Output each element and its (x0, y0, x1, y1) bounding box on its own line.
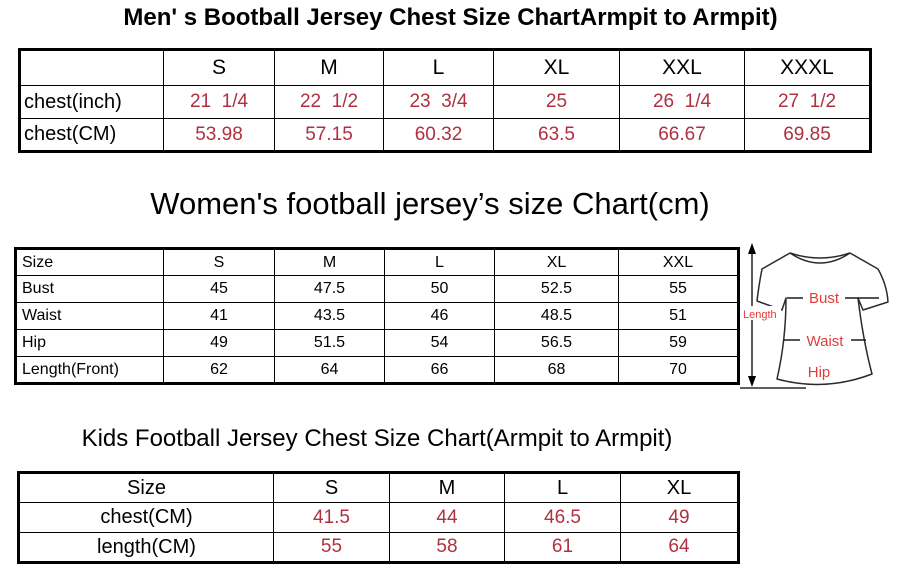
row-label: Hip (15, 329, 164, 357)
table-header-row: S M L XL XXL XXXL (19, 49, 871, 86)
cell-value: 64 (620, 532, 739, 563)
length-label-backplate (741, 306, 781, 320)
column-header: L (384, 248, 495, 276)
cell-value: 21 1/4 (163, 85, 275, 119)
tshirt-measurement-diagram: Length Bust Waist Hip (740, 240, 901, 400)
row-label: chest(CM) (18, 502, 274, 533)
womens-size-table: Size S M L XL XXL Bust 45 47.5 50 52.5 5… (14, 247, 740, 385)
column-header: XXXL (744, 49, 871, 86)
cell-value: 54 (384, 329, 495, 357)
cell-value: 22 1/2 (274, 85, 384, 119)
row-label: chest(inch) (19, 85, 164, 119)
cell-value: 64 (274, 356, 385, 384)
column-header: L (504, 472, 621, 503)
cell-value: 46.5 (504, 502, 621, 533)
cell-value: 69.85 (744, 118, 871, 152)
cell-value: 68 (494, 356, 619, 384)
cell-value: 51.5 (274, 329, 385, 357)
length-arrow-bottom-head (748, 376, 756, 387)
table-row: Hip 49 51.5 54 56.5 59 (15, 329, 739, 357)
table-row: Waist 41 43.5 46 48.5 51 (15, 302, 739, 330)
cell-value: 44 (389, 502, 505, 533)
column-header: Size (15, 248, 164, 276)
cell-value: 43.5 (274, 302, 385, 330)
cell-value: 46 (384, 302, 495, 330)
column-header: M (274, 248, 385, 276)
cell-value: 63.5 (493, 118, 620, 152)
column-header: XL (494, 248, 619, 276)
bust-label: Bust (809, 290, 840, 307)
column-header: S (163, 248, 275, 276)
cell-value: 57.15 (274, 118, 384, 152)
cell-value: 51 (618, 302, 739, 330)
cell-value: 56.5 (494, 329, 619, 357)
cell-value: 26 1/4 (619, 85, 745, 119)
table-row: Length(Front) 62 64 66 68 70 (15, 356, 739, 384)
column-header: S (273, 472, 390, 503)
mens-chart-title: Men' s Bootball Jersey Chest Size ChartA… (123, 4, 778, 31)
row-label: Length(Front) (15, 356, 164, 384)
cell-value: 49 (163, 329, 275, 357)
column-header: XL (493, 49, 620, 86)
kids-size-table: Size S M L XL chest(CM) 41.5 44 46.5 49 … (17, 471, 740, 564)
cell-value: 52.5 (494, 275, 619, 303)
hip-label: Hip (808, 364, 831, 381)
cell-value: 70 (618, 356, 739, 384)
table-header-row: Size S M L XL XXL (15, 248, 739, 276)
table-row: chest(inch) 21 1/4 22 1/2 23 3/4 25 26 1… (19, 85, 871, 119)
cell-value: 41 (163, 302, 275, 330)
column-header: XXL (618, 248, 739, 276)
length-label: Length (743, 309, 777, 321)
column-header (19, 49, 164, 86)
column-header: L (383, 49, 494, 86)
cell-value: 25 (493, 85, 620, 119)
cell-value: 66.67 (619, 118, 745, 152)
cell-value: 55 (618, 275, 739, 303)
table-row: chest(CM) 53.98 57.15 60.32 63.5 66.67 6… (19, 118, 871, 152)
table-row: Bust 45 47.5 50 52.5 55 (15, 275, 739, 303)
kids-chart-title: Kids Football Jersey Chest Size Chart(Ar… (81, 425, 673, 452)
row-label: Waist (15, 302, 164, 330)
table-row: chest(CM) 41.5 44 46.5 49 (18, 502, 739, 533)
row-label: chest(CM) (19, 118, 164, 152)
collar-band-line (789, 252, 851, 259)
cell-value: 47.5 (274, 275, 385, 303)
cell-value: 55 (273, 532, 390, 563)
cell-value: 62 (163, 356, 275, 384)
womens-chart-title: Women's football jersey’s size Chart(cm) (150, 186, 710, 221)
cell-value: 58 (389, 532, 505, 563)
cell-value: 61 (504, 532, 621, 563)
length-arrow-top-head (748, 243, 756, 254)
mens-size-table: S M L XL XXL XXXL chest(inch) 21 1/4 22 … (18, 48, 872, 153)
column-header: S (163, 49, 275, 86)
cell-value: 50 (384, 275, 495, 303)
cell-value: 60.32 (383, 118, 494, 152)
cell-value: 27 1/2 (744, 85, 871, 119)
cell-value: 59 (618, 329, 739, 357)
tshirt-outline (756, 252, 889, 386)
cell-value: 23 3/4 (383, 85, 494, 119)
cell-value: 49 (620, 502, 739, 533)
row-label: length(CM) (18, 532, 274, 563)
cell-value: 48.5 (494, 302, 619, 330)
column-header: Size (18, 472, 274, 503)
cell-value: 41.5 (273, 502, 390, 533)
cell-value: 45 (163, 275, 275, 303)
row-label: Bust (15, 275, 164, 303)
cell-value: 53.98 (163, 118, 275, 152)
table-header-row: Size S M L XL (18, 472, 739, 503)
column-header: XL (620, 472, 739, 503)
column-header: XXL (619, 49, 745, 86)
cell-value: 66 (384, 356, 495, 384)
waist-label: Waist (807, 333, 845, 350)
column-header: M (389, 472, 505, 503)
table-row: length(CM) 55 58 61 64 (18, 532, 739, 563)
column-header: M (274, 49, 384, 86)
